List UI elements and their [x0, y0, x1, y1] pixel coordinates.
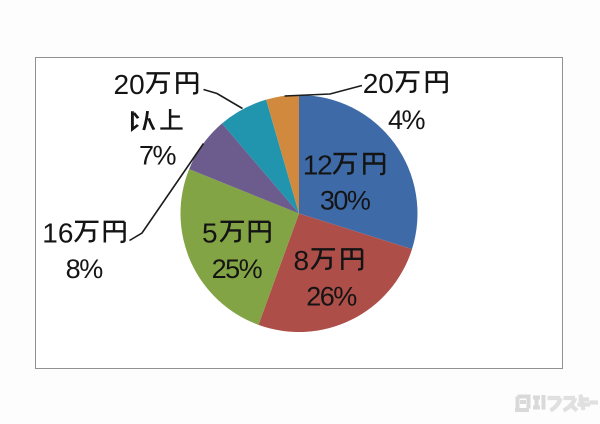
svg-text:25%: 25% [212, 254, 263, 284]
svg-text:20: 20 [363, 68, 394, 99]
svg-text:7%: 7% [139, 141, 177, 171]
svg-text:12: 12 [303, 150, 332, 181]
svg-text:20: 20 [114, 69, 145, 100]
svg-text:5: 5 [202, 218, 218, 249]
svg-text:30%: 30% [320, 186, 371, 216]
svg-text:4%: 4% [388, 105, 426, 135]
svg-text:8: 8 [294, 245, 310, 276]
svg-text:8%: 8% [66, 254, 104, 284]
svg-text:26%: 26% [306, 282, 357, 312]
svg-text:16: 16 [42, 218, 73, 249]
